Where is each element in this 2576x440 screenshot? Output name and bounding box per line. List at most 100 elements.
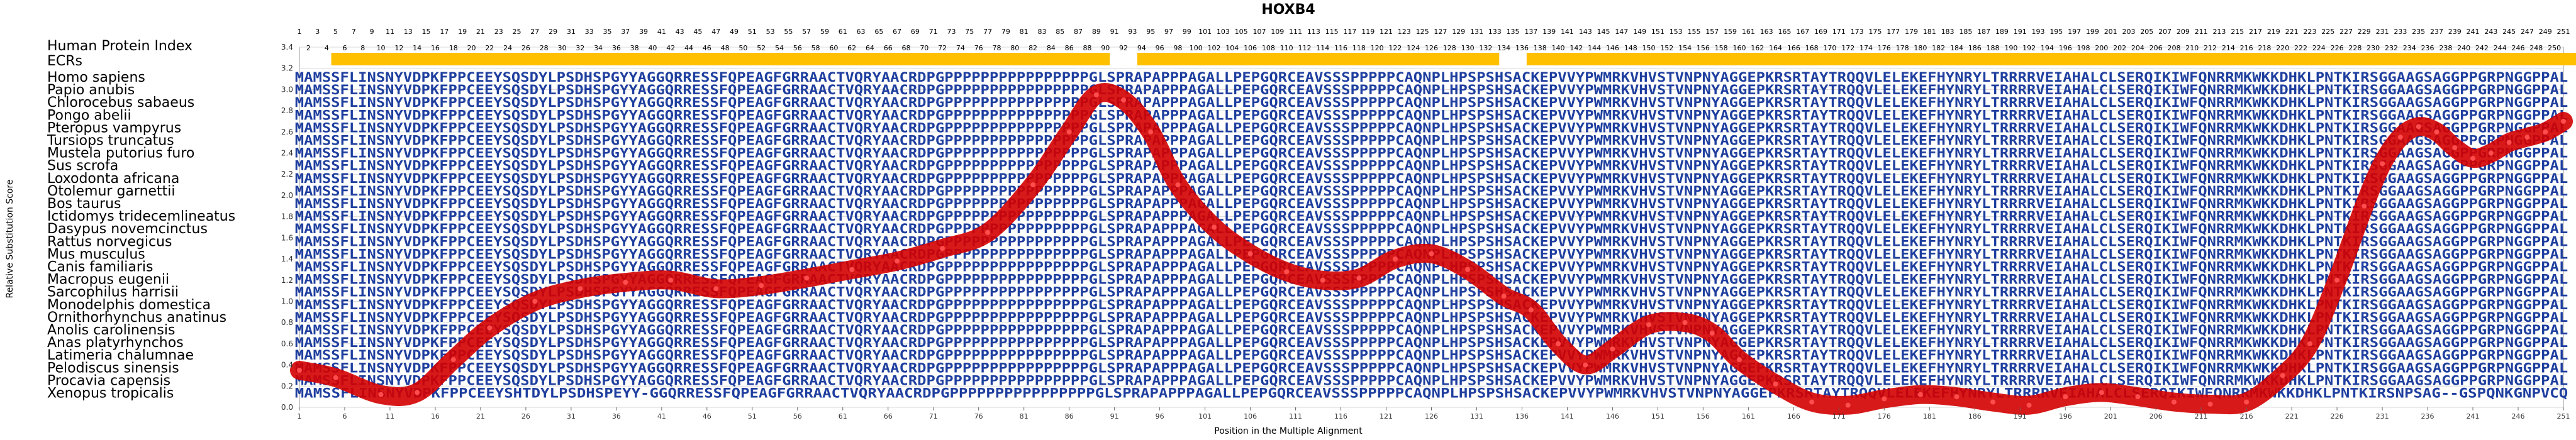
score-point	[1066, 129, 1072, 135]
top-tick-label: 127	[1434, 28, 1447, 36]
score-point	[2099, 390, 2104, 395]
x-tick-label: 31	[567, 412, 576, 421]
x-tick-label: 116	[1334, 412, 1347, 421]
sequence-row: MAMSSFLINSNYVDPKFPPCEEYSQSDYLPSDHSPGYYAG…	[295, 360, 2568, 375]
score-point	[1954, 394, 1960, 400]
top-tick-label: 42	[666, 44, 675, 52]
top-tick-label: 117	[1343, 28, 1356, 36]
top-tick-label: 2	[306, 44, 311, 52]
score-point	[1501, 294, 1507, 299]
score-point	[577, 286, 583, 292]
score-point	[2334, 277, 2340, 283]
species-label: Rattus norvegicus	[47, 234, 172, 250]
top-tick-label: 251	[2557, 28, 2570, 36]
x-tick-label: 246	[2512, 412, 2525, 421]
top-tick-label: 86	[1065, 44, 1074, 52]
top-tick-label: 210	[2185, 44, 2199, 52]
top-tick-label: 9	[370, 28, 374, 36]
top-tick-label: 173	[1851, 28, 1864, 36]
top-tick-label: 36	[612, 44, 621, 52]
species-label: Bos taurus	[47, 196, 121, 212]
sequence-row: MAMSSFLINSNYVDPKFPPCEEYSQSDYLPSDHSPGYYAG…	[295, 348, 2568, 363]
score-point	[1030, 182, 1036, 188]
species-label: Otolemur garnettii	[47, 184, 176, 199]
species-label: Latimeria chalumnae	[47, 348, 194, 363]
top-tick-label: 54	[775, 44, 784, 52]
score-point	[1682, 320, 1688, 326]
x-tick-label: 101	[1198, 412, 1212, 421]
species-label: Xenopus tropicalis	[47, 386, 174, 402]
top-tick-label: 28	[540, 44, 549, 52]
top-tick-label: 181	[1923, 28, 1936, 36]
score-point	[1583, 362, 1588, 368]
top-tick-label: 44	[684, 44, 693, 52]
top-tick-label: 186	[1968, 44, 1982, 52]
top-tick-label: 61	[839, 28, 847, 36]
top-tick-label: 203	[2122, 28, 2135, 36]
top-tick-label: 67	[893, 28, 901, 36]
top-tick-label: 167	[1796, 28, 1809, 36]
x-tick-label: 126	[1425, 412, 1438, 421]
top-tick-label: 154	[1678, 44, 1692, 52]
ecr-band	[1526, 53, 2576, 65]
score-point	[759, 283, 764, 289]
top-tick-label: 129	[1452, 28, 1465, 36]
top-tick-label: 82	[1029, 44, 1037, 52]
score-point	[1917, 392, 1923, 397]
top-tick-label: 29	[549, 28, 557, 36]
top-tick-label: 226	[2331, 44, 2344, 52]
y-tick-label: 0.6	[281, 339, 293, 348]
top-tick-label: 31	[567, 28, 576, 36]
top-tick-label: 32	[576, 44, 584, 52]
score-point	[2488, 150, 2494, 156]
x-tick-label: 76	[974, 412, 983, 421]
top-tick-label: 172	[1841, 44, 1854, 52]
top-tick-label: 112	[1298, 44, 1311, 52]
top-tick-label: 162	[1751, 44, 1764, 52]
x-tick-label: 226	[2331, 412, 2344, 421]
top-tick-label: 234	[2403, 44, 2416, 52]
top-tick-label: 235	[2412, 28, 2425, 36]
species-label: Papio anubis	[47, 82, 135, 98]
y-tick-label: 3.0	[281, 85, 293, 94]
top-tick-label: 233	[2394, 28, 2407, 36]
top-tick-label: 1	[298, 28, 302, 36]
top-tick-label: 130	[1461, 44, 1475, 52]
top-tick-label: 128	[1443, 44, 1456, 52]
top-tick-label: 47	[711, 28, 720, 36]
x-tick-label: 236	[2421, 412, 2434, 421]
x-tick-label: 161	[1742, 412, 1755, 421]
top-tick-label: 75	[965, 28, 974, 36]
top-tick-label: 115	[1325, 28, 1339, 36]
top-tick-label: 22	[485, 44, 494, 52]
score-point	[1736, 357, 1742, 363]
top-tick-label: 77	[983, 28, 992, 36]
x-tick-label: 231	[2376, 412, 2389, 421]
species-label: Canis familiaris	[47, 260, 153, 275]
top-tick-label: 158	[1715, 44, 1728, 52]
top-tick-label: 232	[2385, 44, 2398, 52]
top-tick-label: 125	[1416, 28, 1429, 36]
line-layer	[290, 83, 2573, 415]
top-tick-label: 124	[1407, 44, 1420, 52]
score-point	[940, 246, 945, 251]
score-point	[2244, 399, 2250, 405]
top-tick-label: 195	[2049, 28, 2063, 36]
y-tick-label: 1.0	[281, 297, 293, 305]
top-tick-label: 62	[847, 44, 856, 52]
score-point	[1773, 381, 1778, 387]
top-tick-label: 116	[1334, 44, 1347, 52]
sequence-row: MAMSSFLINSNYVDPKFPPCEEYSQSDYLPSDHSPGYYAG…	[295, 297, 2568, 312]
top-tick-label: 236	[2421, 44, 2434, 52]
top-tick-label: 156	[1697, 44, 1710, 52]
top-tick-label: 92	[1119, 44, 1128, 52]
top-tick-label: 194	[2041, 44, 2054, 52]
x-tick-label: 196	[2059, 412, 2072, 421]
species-label: Pelodiscus sinensis	[47, 360, 179, 376]
top-tick-label: 118	[1352, 44, 1366, 52]
top-tick-label: 133	[1488, 28, 1502, 36]
species-label: Homo sapiens	[47, 70, 145, 85]
top-tick-label: 190	[2004, 44, 2017, 52]
top-tick-label: 144	[1588, 44, 1601, 52]
